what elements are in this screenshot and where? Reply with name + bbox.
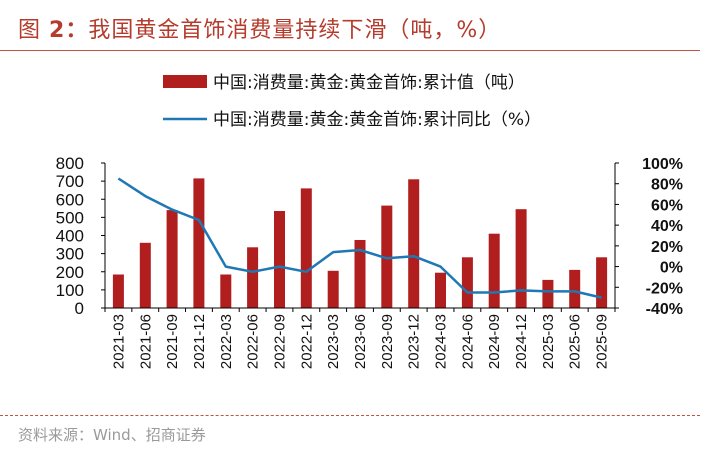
y-right-tick-label: 80% [651,177,683,194]
line-series [117,177,602,299]
legend-bar-label: 中国:消费量:黄金:黄金首饰:累计值（吨） [213,73,525,93]
bar [408,179,420,308]
bar [139,242,151,309]
x-tick-label: 2022-03 [218,314,235,369]
bar [515,209,527,308]
bar [193,178,205,308]
bar [274,211,285,308]
bar [354,240,366,308]
y-left-tick-label: 100 [56,281,84,300]
y-right-tick-label: -20% [646,280,683,297]
x-tick-label: 2023-03 [325,314,342,369]
y-right-tick-label: 0% [660,260,683,277]
x-tick-label: 2021-06 [137,314,154,369]
x-tick-label: 2022-12 [298,314,315,369]
y-right-tick-label: 60% [651,197,683,214]
y-left-tick-label: 400 [56,227,84,246]
x-tick-label: 2024-03 [433,314,450,369]
x-tick-label: 2021-03 [110,314,127,369]
x-tick-label: 2024-06 [459,314,476,369]
x-tick-label: 2021-12 [191,314,208,369]
source-note: 资料来源：Wind、招商证券 [18,426,206,444]
y-left-tick-label: 700 [56,172,84,191]
legend-bar-swatch [163,75,207,88]
x-tick-label: 2024-09 [486,314,503,369]
bar [596,257,608,309]
y-left-tick-label: 600 [56,190,84,209]
figure-title-prefix: 图 [18,18,42,43]
figure-title-text: 我国黄金首饰消费量持续下滑（吨，%） [88,18,502,43]
y-left-tick-label: 500 [56,208,84,227]
x-tick-label: 2023-06 [352,314,369,369]
bar [112,274,124,308]
x-tick-label: 2025-09 [594,314,611,369]
x-tick-label: 2023-12 [406,314,423,369]
y-right-tick-label: 40% [651,218,683,235]
bar [461,257,473,309]
bar [488,233,500,308]
bar [542,279,554,308]
y-axis-right: -40% -20% 0% 20% 40% 60% 80% 100% [615,156,683,318]
y-left-tick-label: 300 [56,245,84,264]
x-tick-label: 2025-03 [540,314,557,369]
bar [220,274,232,308]
x-tick-label: 2024-12 [513,314,530,369]
y-left-tick-label: 200 [56,263,84,282]
x-axis-ticks: 2021-03 2021-06 2021-09 2021-12 2022-03 2022-… [104,308,616,369]
x-tick-label: 2022-06 [245,314,262,369]
bar [435,272,446,308]
bar [247,247,259,308]
bar-series [112,178,608,309]
legend: 中国:消费量:黄金:黄金首饰:累计值（吨） 中国:消费量:黄金:黄金首饰:累计同… [163,73,541,130]
y-left-tick-label: 800 [56,154,84,173]
figure-title: 图 2：我国黄金首饰消费量持续下滑（吨，%） [18,12,501,44]
legend-line-label: 中国:消费量:黄金:黄金首饰:累计同比（%） [213,110,541,130]
bar [166,210,178,308]
bar [327,270,339,308]
x-tick-label: 2021-09 [164,314,181,369]
footer-divider [0,415,700,416]
bar [569,269,581,308]
x-tick-label: 2023-09 [379,314,396,369]
x-tick-label: 2025-06 [567,314,584,369]
bar [381,205,393,308]
y-right-tick-label: 20% [651,239,683,256]
x-tick-label: 2022-09 [271,314,288,369]
yoy-line [117,177,602,299]
bar [300,188,312,308]
title-divider [0,50,700,51]
figure-number: 2： [49,18,89,43]
y-left-tick-label: 0 [75,299,84,318]
y-right-tick-label: 100% [642,156,683,173]
y-right-tick-label: -40% [646,301,683,318]
